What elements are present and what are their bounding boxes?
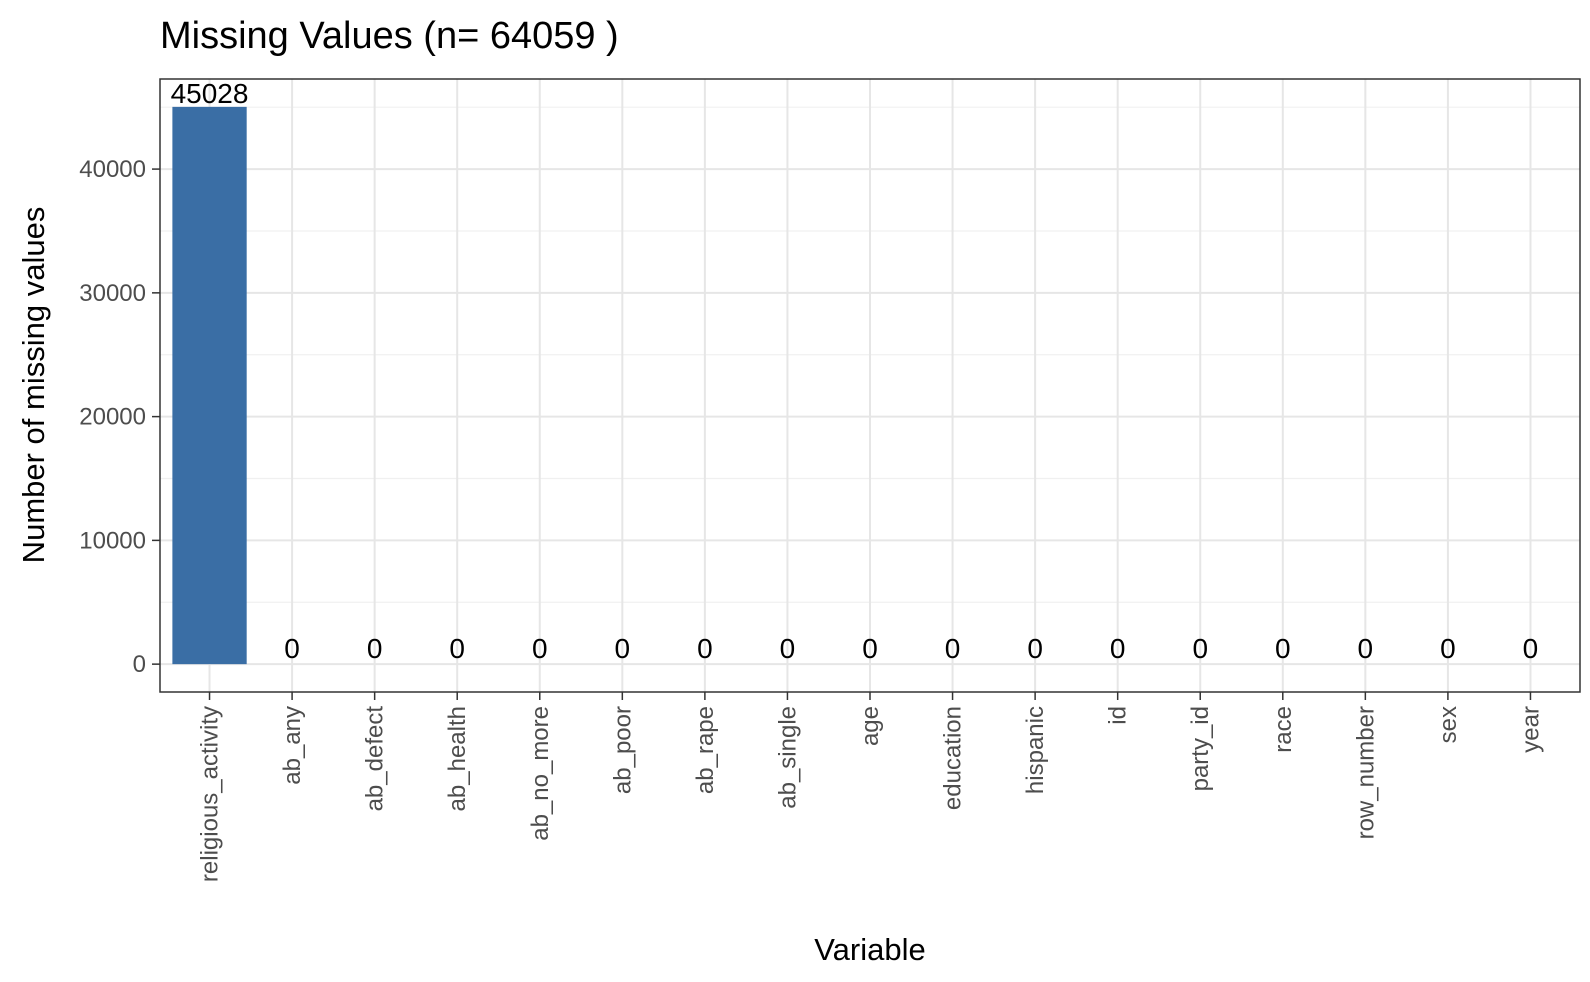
x-tick-label-ab_health: ab_health — [444, 706, 471, 811]
x-axis-ticks: religious_activity ab_any ab_defect ab_heal… — [197, 692, 1544, 882]
bars — [172, 106, 247, 665]
y-axis-title: Number of missing values — [16, 207, 51, 564]
y-tick-label: 40000 — [79, 156, 146, 183]
data-label-ab_defect: 0 — [367, 633, 383, 664]
x-tick-label-ab_rape: ab_rape — [692, 706, 719, 794]
data-label-id: 0 — [1110, 633, 1126, 664]
data-label-ab_poor: 0 — [615, 633, 631, 664]
grid-lines — [160, 79, 1580, 692]
x-tick-label-id: id — [1105, 706, 1132, 725]
y-tick-label: 20000 — [79, 404, 146, 431]
data-label-religious_activity: 45028 — [171, 78, 249, 109]
y-tick-label: 10000 — [79, 527, 146, 554]
x-tick-label-row_number: row_number — [1352, 706, 1379, 839]
y-tick-label: 0 — [133, 651, 146, 678]
x-tick-label-ab_no_more: ab_no_more — [527, 706, 554, 841]
x-tick-label-education: education — [940, 706, 967, 810]
x-tick-label-ab_defect: ab_defect — [362, 706, 389, 812]
data-label-party_id: 0 — [1192, 633, 1208, 664]
data-label-row_number: 0 — [1358, 633, 1374, 664]
data-label-ab_single: 0 — [780, 633, 796, 664]
x-tick-label-year: year — [1517, 706, 1544, 753]
x-tick-label-religious_activity: religious_activity — [197, 706, 224, 882]
bar-religious_activity — [172, 106, 247, 665]
x-tick-label-ab_single: ab_single — [774, 706, 801, 809]
x-axis-title: Variable — [814, 932, 925, 967]
data-label-age: 0 — [862, 633, 878, 664]
x-tick-label-age: age — [857, 706, 884, 746]
data-label-year: 0 — [1523, 633, 1539, 664]
x-tick-label-ab_poor: ab_poor — [609, 706, 636, 794]
data-label-ab_any: 0 — [284, 633, 300, 664]
x-tick-label-hispanic: hispanic — [1022, 706, 1049, 794]
y-tick-label: 30000 — [79, 280, 146, 307]
x-tick-label-race: race — [1270, 706, 1297, 753]
data-labels: 45028 0 0 0 0 0 0 0 0 0 0 0 0 0 0 0 0 — [171, 78, 1539, 664]
chart-title: Missing Values (n= 64059 ) — [160, 15, 619, 57]
x-tick-label-party_id: party_id — [1187, 706, 1214, 791]
data-label-ab_rape: 0 — [697, 633, 713, 664]
y-axis-ticks: 0 10000 20000 30000 40000 — [79, 156, 160, 678]
data-label-education: 0 — [945, 633, 961, 664]
data-label-hispanic: 0 — [1027, 633, 1043, 664]
x-tick-label-sex: sex — [1435, 706, 1462, 743]
x-tick-label-ab_any: ab_any — [279, 706, 306, 785]
data-label-sex: 0 — [1440, 633, 1456, 664]
data-label-race: 0 — [1275, 633, 1291, 664]
data-label-ab_health: 0 — [449, 633, 465, 664]
data-label-ab_no_more: 0 — [532, 633, 548, 664]
